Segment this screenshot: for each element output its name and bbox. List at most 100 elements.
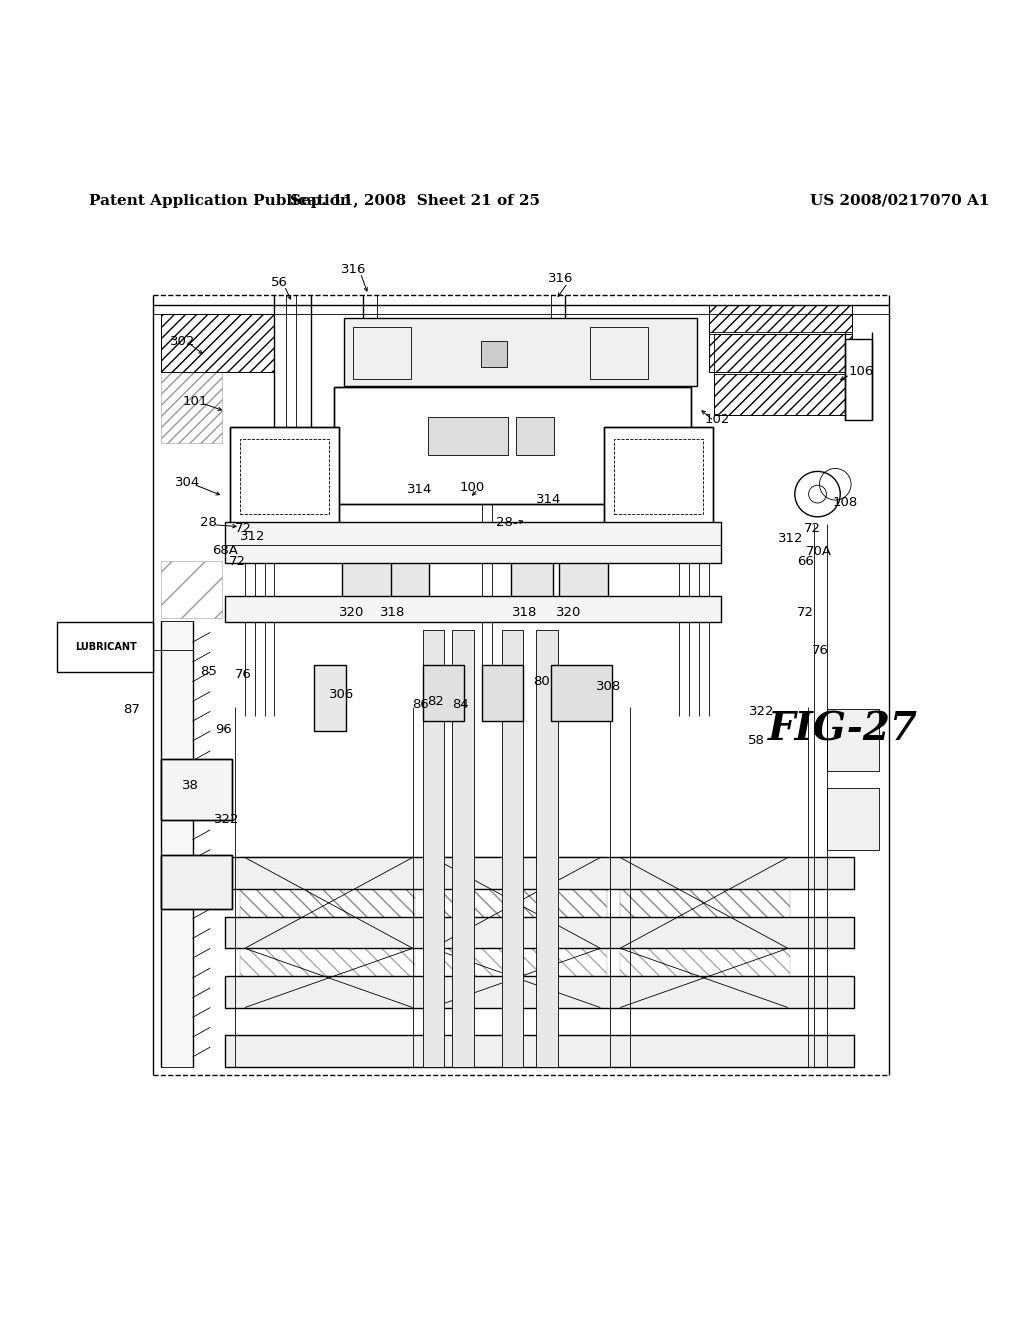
Text: 108: 108 (833, 495, 858, 508)
Text: 72: 72 (228, 554, 246, 568)
Bar (342, 533, 391, 615)
Text: 76: 76 (234, 668, 251, 681)
Text: 318: 318 (512, 606, 537, 619)
Bar (225, 595, 721, 623)
Text: Sep. 11, 2008  Sheet 21 of 25: Sep. 11, 2008 Sheet 21 of 25 (290, 194, 540, 207)
Text: 308: 308 (596, 680, 621, 693)
Text: 322: 322 (214, 813, 240, 826)
Bar (240, 948, 415, 1007)
Text: 28: 28 (200, 516, 217, 529)
Bar (482, 665, 523, 721)
Text: 72: 72 (804, 523, 821, 535)
Bar (621, 948, 790, 1007)
Bar (551, 665, 612, 721)
Bar (423, 631, 444, 1067)
Bar (225, 1035, 854, 1067)
Text: Patent Application Publication: Patent Application Publication (89, 194, 351, 207)
Text: 314: 314 (407, 483, 432, 496)
Text: 96: 96 (215, 722, 231, 735)
Text: 28: 28 (496, 516, 513, 529)
Text: 322: 322 (749, 705, 774, 718)
Bar (353, 327, 411, 379)
Text: LUBRICANT: LUBRICANT (75, 642, 136, 652)
Bar (559, 533, 608, 615)
Text: 86: 86 (413, 698, 429, 711)
Text: 70A: 70A (806, 545, 831, 558)
Bar (230, 426, 339, 524)
Bar (161, 620, 193, 1067)
Bar (428, 417, 509, 454)
Bar (230, 426, 339, 524)
Bar (604, 426, 713, 524)
Bar (225, 858, 854, 890)
Text: 302: 302 (170, 334, 196, 347)
Bar (240, 858, 415, 948)
Bar (511, 533, 553, 605)
Bar (344, 318, 697, 385)
Text: 318: 318 (380, 606, 406, 619)
Text: 84: 84 (452, 698, 468, 711)
Bar (827, 788, 879, 850)
Text: 100: 100 (460, 480, 484, 494)
Text: US 2008/0217070 A1: US 2008/0217070 A1 (810, 194, 989, 207)
Bar (502, 631, 523, 1067)
Bar (709, 305, 852, 333)
Bar (714, 374, 852, 414)
Text: 320: 320 (339, 606, 365, 619)
Text: 304: 304 (175, 475, 201, 488)
Text: 102: 102 (705, 413, 729, 425)
Bar (225, 521, 721, 564)
Bar (240, 438, 329, 513)
Bar (709, 334, 852, 372)
Bar (423, 665, 464, 721)
Bar (161, 759, 232, 820)
Bar (621, 858, 790, 948)
Bar (714, 334, 852, 414)
Bar (537, 631, 558, 1067)
Text: 38: 38 (182, 779, 199, 792)
Bar (709, 305, 852, 372)
Text: 56: 56 (271, 276, 288, 289)
Bar (591, 327, 648, 379)
Text: 312: 312 (778, 532, 804, 545)
Text: 320: 320 (556, 606, 582, 619)
Bar (614, 438, 703, 513)
Bar (161, 854, 232, 908)
Bar (161, 314, 274, 372)
Text: 316: 316 (548, 272, 573, 285)
Bar (225, 916, 854, 948)
Bar (161, 561, 222, 618)
Bar (453, 631, 474, 1067)
Bar (432, 858, 607, 948)
Text: 66: 66 (798, 554, 814, 568)
Bar (161, 314, 274, 372)
Bar (827, 709, 879, 771)
Bar (161, 854, 232, 908)
Text: 80: 80 (532, 676, 550, 688)
Bar (388, 533, 429, 605)
Bar (334, 388, 691, 504)
Text: 58: 58 (748, 734, 765, 747)
Bar (314, 665, 345, 731)
Bar (161, 372, 222, 442)
Text: 85: 85 (200, 665, 217, 678)
Text: 316: 316 (341, 263, 367, 276)
Text: 312: 312 (240, 531, 265, 543)
Bar (334, 388, 691, 504)
Bar (516, 417, 554, 454)
Text: 76: 76 (812, 644, 828, 656)
Bar (225, 975, 854, 1007)
Text: 314: 314 (537, 492, 561, 506)
Bar (481, 341, 507, 367)
Text: 72: 72 (234, 523, 251, 535)
Text: 68A: 68A (212, 544, 238, 557)
Text: 72: 72 (797, 606, 814, 619)
Text: 306: 306 (329, 688, 354, 701)
Text: 106: 106 (848, 366, 873, 379)
Bar (432, 948, 607, 1007)
Bar (161, 759, 232, 820)
Text: 82: 82 (427, 694, 443, 708)
Bar (604, 426, 713, 524)
Bar (57, 623, 153, 672)
Text: 87: 87 (123, 702, 139, 715)
